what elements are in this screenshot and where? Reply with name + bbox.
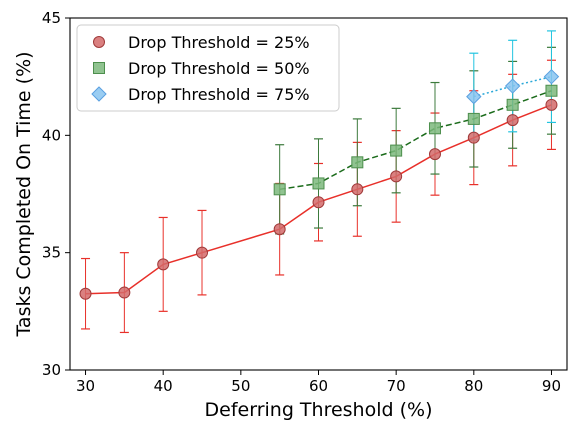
circle-marker-icon <box>93 36 105 48</box>
data-point <box>312 196 325 209</box>
data-point <box>390 170 403 183</box>
series-line-2 <box>279 90 552 191</box>
x-tick-label: 90 <box>542 377 561 395</box>
data-point <box>118 286 131 299</box>
x-tick-label: 80 <box>464 377 483 395</box>
data-point <box>79 287 92 300</box>
data-point <box>273 183 286 196</box>
legend-entry: Drop Threshold = 50% <box>93 59 310 78</box>
x-tick-label: 70 <box>387 377 406 395</box>
data-point <box>273 223 286 236</box>
x-tick-label: 50 <box>231 377 250 395</box>
legend-label: Drop Threshold = 75% <box>128 85 310 104</box>
data-point <box>467 112 480 125</box>
legend-box <box>76 24 340 112</box>
data-point <box>428 122 441 135</box>
square-marker-icon <box>93 62 105 74</box>
x-tick-label: 40 <box>154 377 173 395</box>
axes: 30 40 50 60 70 80 90 30 35 40 45 <box>42 9 568 395</box>
data-point <box>196 246 209 259</box>
x-tick-label: 30 <box>76 377 95 395</box>
y-tick-label: 40 <box>42 126 61 144</box>
legend-entry: Drop Threshold = 25% <box>93 33 310 52</box>
data-point <box>504 78 521 94</box>
data-point <box>351 156 364 169</box>
y-tick-label: 45 <box>42 9 61 27</box>
legend-label: Drop Threshold = 25% <box>128 33 310 52</box>
legend-entry: Drop Threshold = 75% <box>91 85 310 104</box>
y-tick-label: 35 <box>42 244 61 262</box>
data-point <box>351 183 364 196</box>
y-axis-label: Tasks Completed On Time (%) <box>13 51 35 337</box>
data-point <box>506 98 519 111</box>
legend: Drop Threshold = 25% Drop Threshold = 50%… <box>76 24 340 112</box>
data-point <box>390 144 403 157</box>
data-point <box>312 177 325 190</box>
data-markers <box>79 68 560 300</box>
legend-label: Drop Threshold = 50% <box>128 59 310 78</box>
data-point <box>545 98 558 111</box>
data-point <box>506 114 519 127</box>
data-point <box>467 131 480 144</box>
data-point <box>428 148 441 161</box>
diamond-marker-icon <box>91 86 107 102</box>
data-point <box>157 258 170 271</box>
series-lines <box>85 75 552 295</box>
y-tick-label: 30 <box>42 361 61 379</box>
data-point <box>545 84 558 97</box>
data-point <box>466 88 482 105</box>
x-axis-label: Deferring Threshold (%) <box>205 399 433 421</box>
x-tick-label: 60 <box>309 377 328 395</box>
series-line-1 <box>85 104 552 295</box>
data-point <box>543 68 560 85</box>
